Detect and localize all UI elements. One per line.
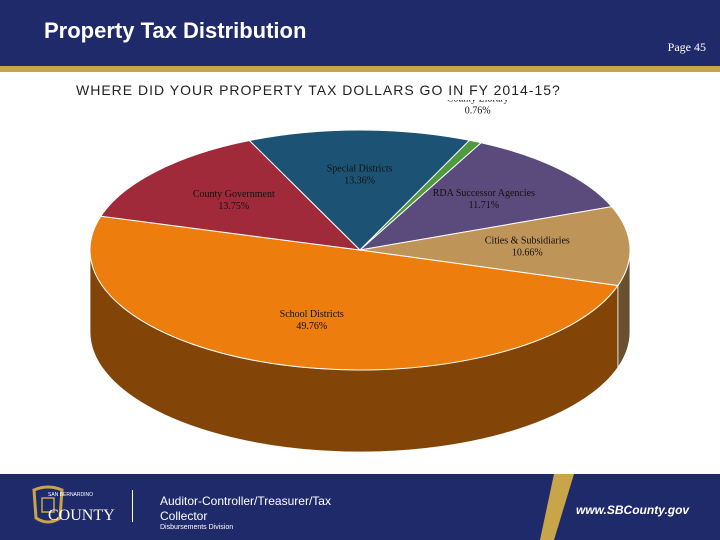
page-title: Property Tax Distribution xyxy=(44,18,307,43)
county-logo: SAN BERNARDINO COUNTY xyxy=(32,485,115,524)
pie-chart: School Districts 49.76% County Government 1… xyxy=(89,100,631,453)
pie-slice-county-government xyxy=(100,139,362,251)
office-name: Auditor-Controller/Treasurer/Tax Collect… xyxy=(160,494,331,523)
slice-label-county-government: County Government 13.75% xyxy=(193,189,275,212)
page-number: Page 45 xyxy=(667,40,706,54)
division-name: Disbursements Division xyxy=(160,524,234,531)
logo-small-text: SAN BERNARDINO xyxy=(48,492,93,498)
slice-label-cities-subsidiaries: Cities & Subsidiaries 10.66% xyxy=(485,235,570,258)
logo-text: COUNTY xyxy=(48,507,115,524)
slice-label-school-districts: School Districts 49.76% xyxy=(280,309,344,332)
pie-slice-school-districts xyxy=(89,215,619,371)
pie-slice-special-districts xyxy=(248,129,471,251)
pie-slice-cities-subsidiaries xyxy=(359,206,631,286)
website-link[interactable]: www.SBCounty.gov xyxy=(576,503,690,517)
slice-label-rda-successor-agencies: RDA Successor Agencies 11.71% xyxy=(433,188,535,211)
footer-divider xyxy=(132,490,133,522)
pie-tops xyxy=(89,129,631,371)
header-bar: Property Tax Distribution Page 45 xyxy=(0,0,720,72)
footer-website-panel xyxy=(554,474,720,540)
pie-labels: School Districts 49.76% County Government 1… xyxy=(193,100,570,332)
slice-label-county-library: County Library0.76% xyxy=(447,100,509,116)
slice-label-special-districts: Special Districts 13.36% xyxy=(327,164,393,187)
chart-subtitle: WHERE DID YOUR PROPERTY TAX DOLLARS GO I… xyxy=(76,82,561,98)
pie-slice-rda-successor-agencies xyxy=(358,142,613,251)
county-shield-icon xyxy=(32,485,64,524)
